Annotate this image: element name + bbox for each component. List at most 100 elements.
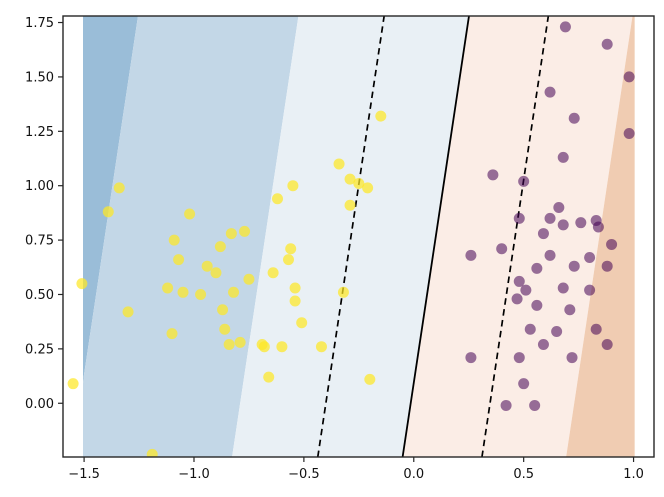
data-point (102, 206, 114, 218)
data-point (531, 262, 543, 274)
data-point (272, 193, 284, 205)
data-point (296, 317, 308, 329)
contour-band-1 (83, 16, 299, 457)
contour-band-3 (402, 16, 633, 457)
data-point (166, 328, 178, 340)
data-point (177, 286, 189, 298)
data-point (76, 278, 88, 290)
data-point (544, 212, 556, 224)
margin-line-1 (481, 16, 550, 457)
data-point (568, 260, 580, 272)
data-point (258, 341, 270, 353)
data-point (219, 323, 231, 335)
data-point (122, 306, 134, 318)
data-point (601, 38, 613, 50)
data-point (500, 399, 512, 411)
data-point (544, 249, 556, 261)
data-point (487, 169, 499, 181)
data-point (559, 21, 571, 33)
x-tick-label: −1.0 (178, 467, 210, 482)
data-point (553, 201, 565, 213)
data-point (568, 112, 580, 124)
data-point (465, 249, 477, 261)
data-point (263, 371, 275, 383)
data-point (201, 260, 213, 272)
data-point (531, 299, 543, 311)
data-point (362, 182, 374, 194)
x-tick-label: 0.5 (513, 467, 534, 482)
data-point (267, 267, 279, 279)
data-point (592, 221, 604, 233)
data-point (217, 304, 229, 316)
data-point (282, 254, 294, 266)
data-point (225, 228, 237, 240)
data-point (524, 323, 536, 335)
data-point (584, 251, 596, 263)
data-point (537, 339, 549, 351)
data-point (289, 282, 301, 294)
data-point (234, 336, 246, 348)
x-tick-label: −1.5 (68, 467, 100, 482)
data-point (315, 341, 327, 353)
y-tick-label: 1.75 (25, 16, 54, 31)
contour-band-0 (83, 16, 138, 457)
axes-frame (62, 15, 655, 458)
data-point (243, 273, 255, 285)
y-tick-label: 1.50 (25, 70, 54, 85)
data-point (465, 352, 477, 364)
y-tick-label: 0.25 (25, 342, 54, 357)
data-point (214, 241, 226, 253)
data-point (518, 175, 530, 187)
data-point (353, 178, 365, 190)
data-point (511, 293, 523, 305)
contour-band-4 (566, 16, 635, 457)
x-tick-label: 1.0 (623, 467, 644, 482)
data-point (557, 282, 569, 294)
data-point (210, 267, 222, 279)
data-point (168, 234, 180, 246)
data-point (575, 217, 587, 229)
data-point (623, 71, 635, 83)
data-point (67, 378, 79, 390)
data-point (239, 225, 251, 237)
data-point (173, 254, 185, 266)
data-point (564, 304, 576, 316)
data-point (520, 284, 532, 296)
data-point (184, 208, 196, 220)
data-point (557, 151, 569, 163)
data-point (285, 243, 297, 255)
data-point (513, 352, 525, 364)
data-point (276, 341, 288, 353)
data-point (544, 86, 556, 98)
data-point (375, 110, 387, 122)
y-tick-label: 0.50 (25, 288, 54, 303)
data-point (551, 325, 563, 337)
data-point (601, 260, 613, 272)
plot-area (67, 16, 635, 457)
data-point (518, 378, 530, 390)
data-point (496, 243, 508, 255)
data-point (566, 352, 578, 364)
decision-boundary-line (401, 16, 470, 457)
data-point (537, 228, 549, 240)
data-point (289, 295, 301, 307)
y-tick-label: 1.25 (25, 125, 54, 140)
y-tick-label: 0.00 (25, 397, 54, 412)
y-tick-label: 0.75 (25, 234, 54, 249)
data-point (344, 199, 356, 211)
data-point (113, 182, 125, 194)
series-class-0-yellow (67, 110, 387, 457)
data-point (606, 238, 618, 250)
data-point (584, 284, 596, 296)
y-tick-label: 1.00 (25, 179, 54, 194)
x-tick-label: −0.5 (288, 467, 320, 482)
data-point (557, 219, 569, 231)
data-point (529, 399, 541, 411)
data-point (623, 127, 635, 139)
data-point (333, 158, 345, 170)
x-tick-label: 0.0 (403, 467, 424, 482)
data-point (590, 323, 602, 335)
